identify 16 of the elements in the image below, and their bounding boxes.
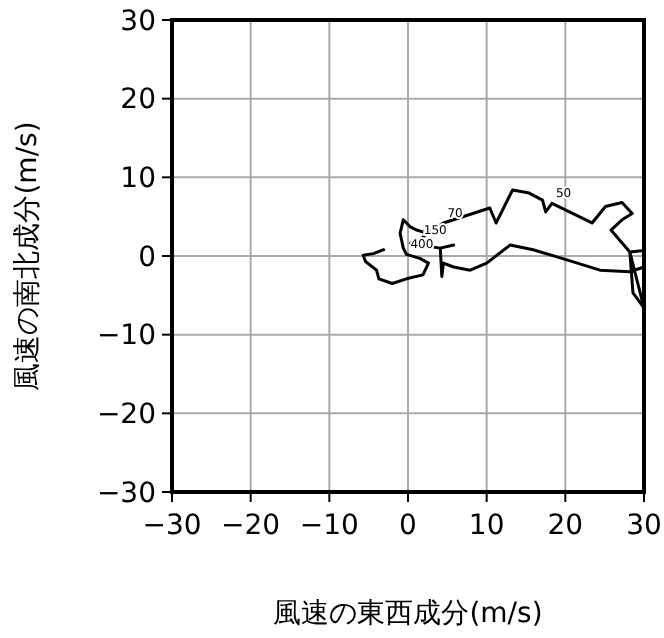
y-tick-label: 10 [120,163,156,196]
y-tick-label: −30 [96,477,156,510]
x-tick-label: −30 [142,510,202,542]
y-tick-label: −10 [96,320,156,353]
x-tick-label: −20 [221,510,281,542]
y-tick-label: 30 [120,5,156,38]
x-tick-label: −10 [299,510,359,542]
x-tick-label: 10 [468,510,505,542]
y-tick-label: −20 [96,399,156,432]
x-tick-label: 30 [626,510,662,542]
x-tick-label: 0 [399,510,417,542]
x-axis-title: 風速の東西成分(m/s) [273,598,543,630]
y-axis-title: 風速の南北成分(m/s) [12,121,44,391]
y-tick-label: 20 [120,84,156,117]
y-tick-label: 0 [138,241,156,274]
x-tick-label: 20 [547,510,584,542]
